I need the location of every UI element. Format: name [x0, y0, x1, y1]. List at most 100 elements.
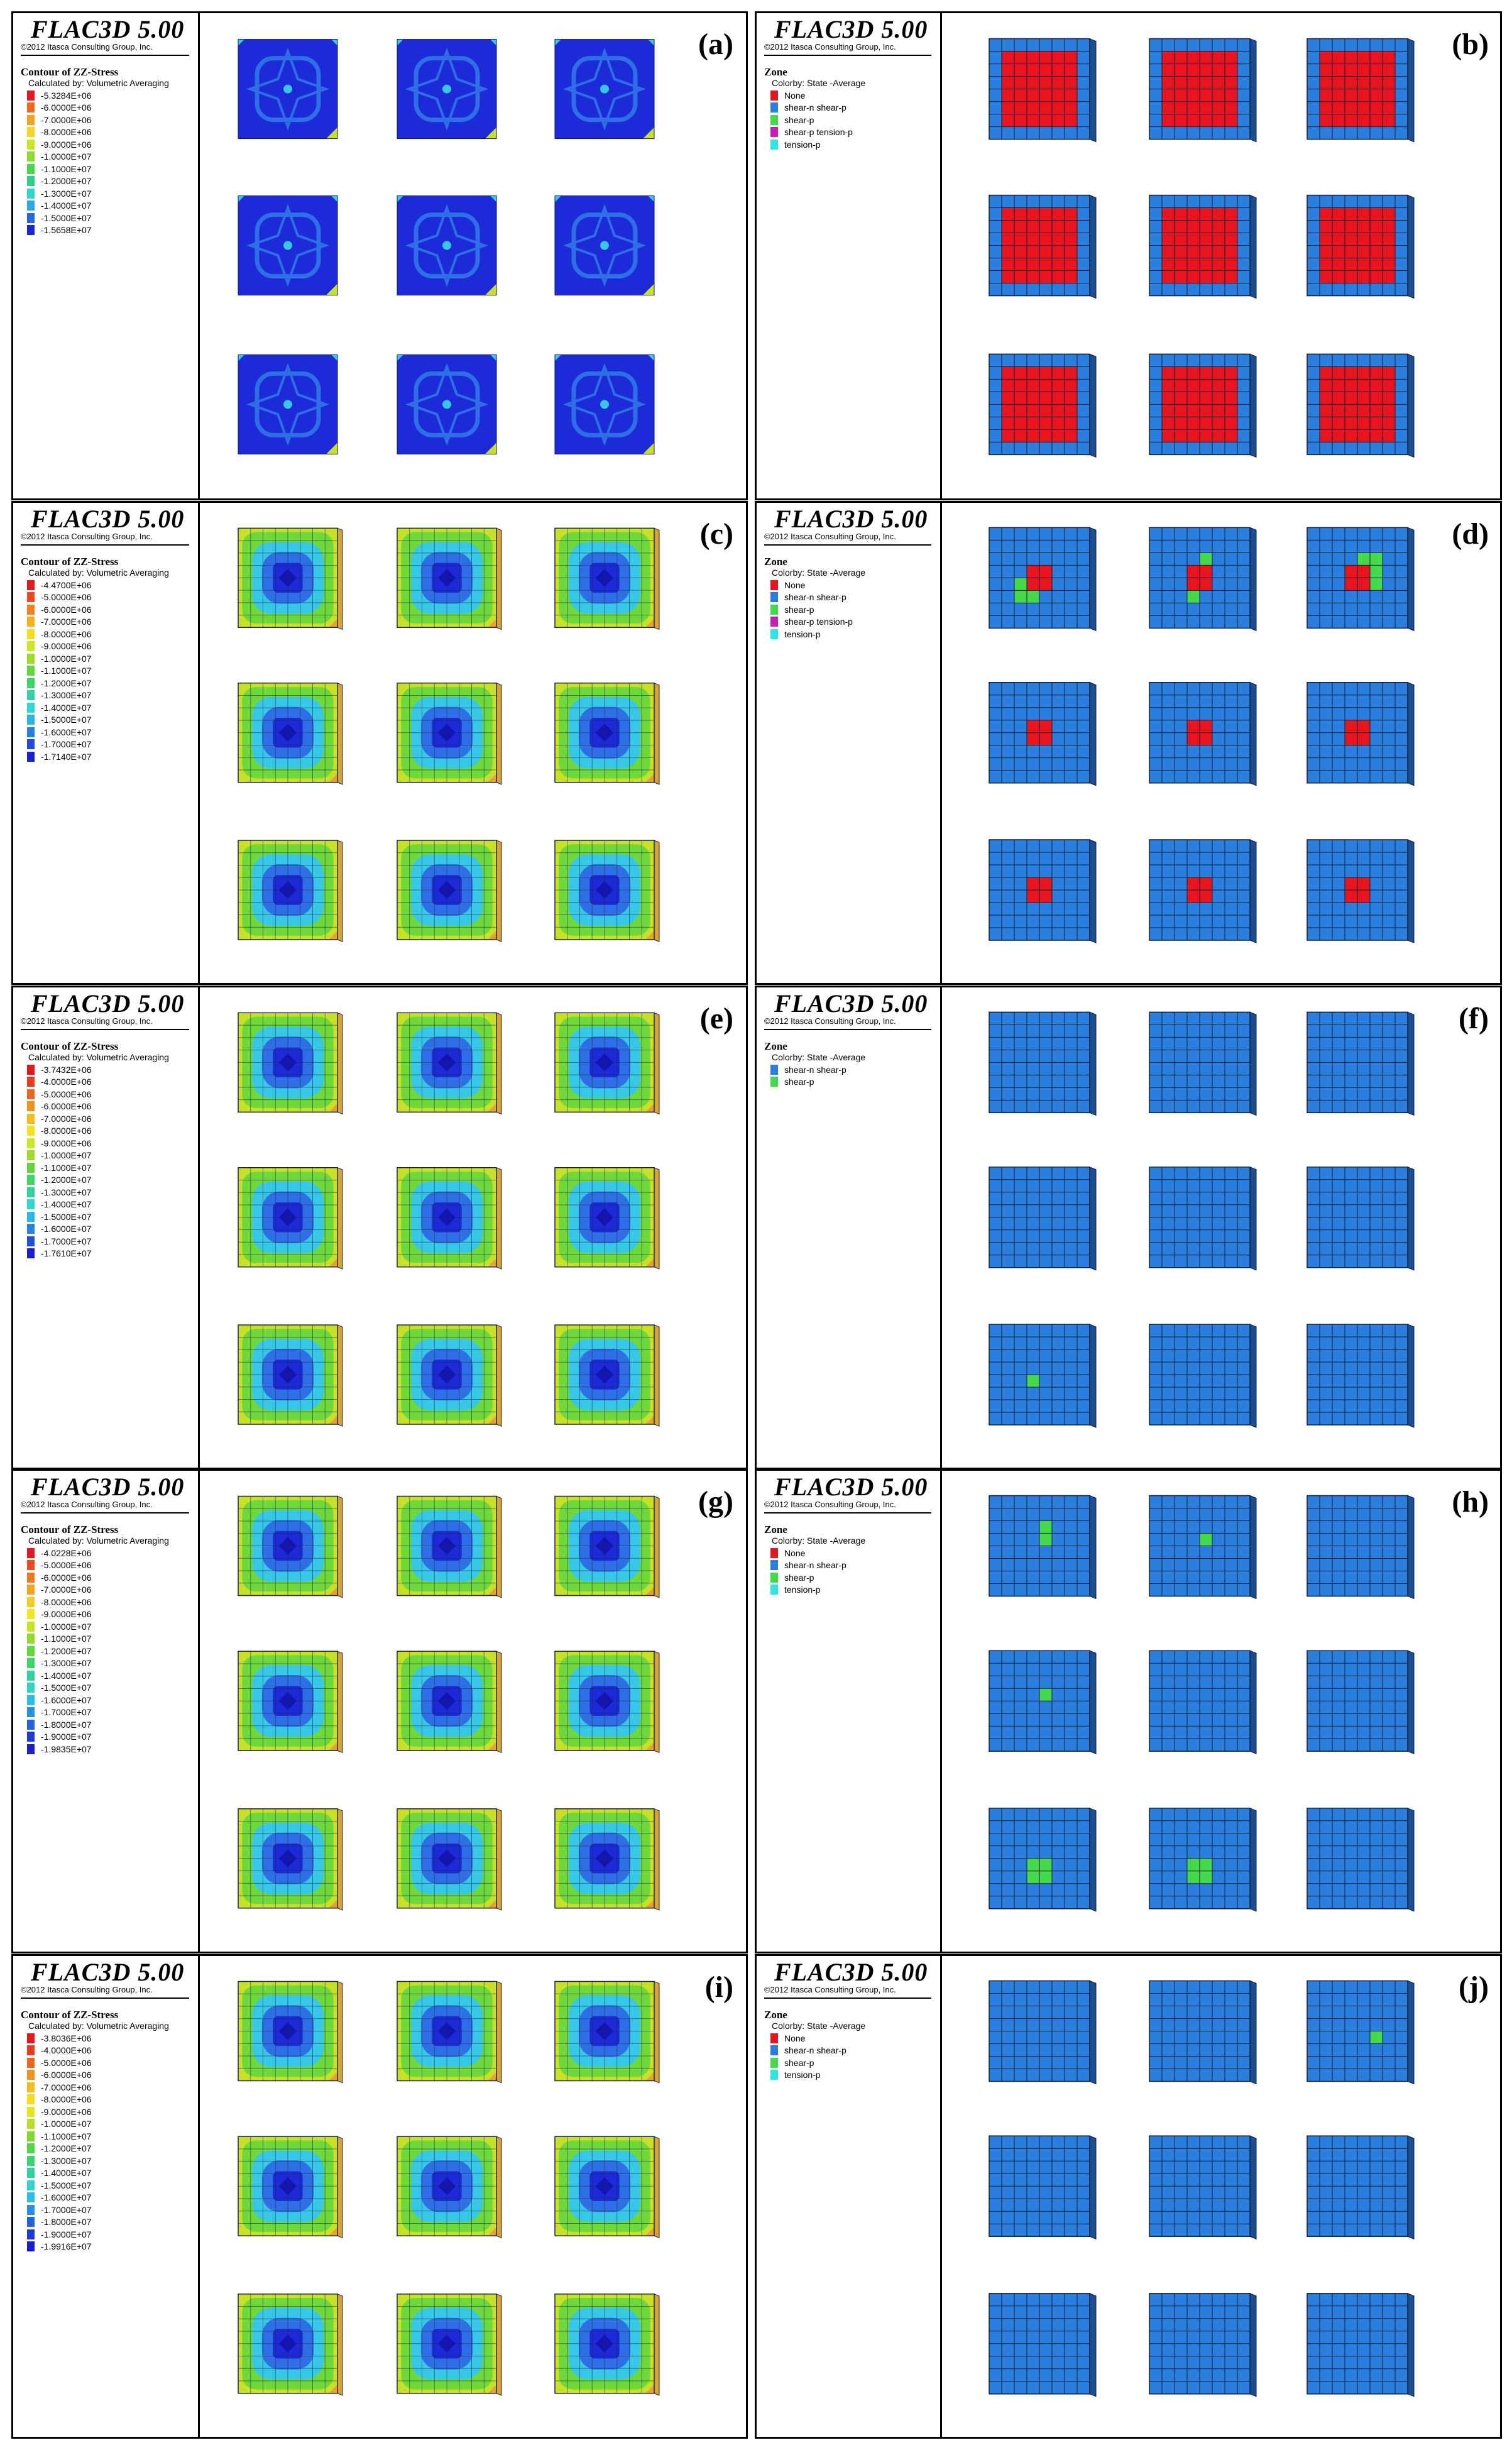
legend-swatch	[27, 1634, 35, 1644]
legend-swatch	[27, 139, 35, 150]
copyright-note: ©2012 Itasca Consulting Group, Inc.	[764, 1016, 896, 1026]
legend-value: -7.0000E+06	[41, 1113, 92, 1124]
legend-swatch	[27, 188, 35, 199]
legend-subheading: Colorby: State -Average	[772, 2021, 866, 2031]
legend-item: -6.0000E+06	[27, 2069, 92, 2082]
legend-value: -1.5000E+07	[41, 1683, 92, 1693]
legend-swatch	[27, 225, 35, 236]
panel-a: FLAC3D 5.00 ©2012 Itasca Consulting Group…	[11, 11, 748, 500]
legend-value: -5.0000E+06	[41, 1089, 92, 1099]
legend-swatch	[27, 114, 35, 125]
zone-block-5	[1149, 194, 1257, 299]
legend-subheading: Colorby: State -Average	[772, 78, 866, 88]
panel-label: (e)	[699, 1002, 733, 1035]
legend-value: -1.6000E+07	[41, 727, 92, 737]
legend-swatch	[27, 1187, 35, 1197]
legend-value: tension-p	[784, 139, 821, 150]
legend-items: -4.0228E+06 -5.0000E+06 -6.0000E+06 -7.0000…	[27, 1547, 92, 1755]
zone-block-8	[1149, 1808, 1257, 1912]
zone-block-5	[397, 1167, 502, 1270]
legend-swatch	[27, 102, 35, 113]
model-view-h	[989, 1495, 1415, 1912]
legend-value: -1.3000E+07	[41, 1658, 92, 1669]
legend-swatch	[27, 2155, 35, 2166]
legend-item: -1.2000E+07	[27, 2143, 92, 2155]
zone-block-7	[238, 840, 343, 942]
legend-item: -1.4000E+07	[27, 200, 92, 212]
zone-block-4	[238, 683, 343, 785]
zone-block-1	[238, 39, 338, 140]
legend-swatch	[27, 1683, 35, 1693]
legend-swatch	[27, 629, 35, 639]
copyright-note: ©2012 Itasca Consulting Group, Inc.	[764, 1500, 896, 1509]
legend-item: -7.0000E+06	[27, 114, 92, 126]
legend-item: -1.2000E+07	[27, 677, 92, 690]
legend-swatch	[27, 2180, 35, 2190]
zone-block-9	[1307, 1808, 1415, 1912]
legend-item: -1.7000E+07	[27, 739, 92, 751]
model-view-c	[238, 527, 660, 942]
legend-value: shear-n shear-p	[784, 102, 846, 113]
legend-item: -4.0000E+06	[27, 1076, 92, 1089]
legend-value: -8.0000E+06	[41, 1596, 92, 1607]
legend-swatch	[27, 2204, 35, 2215]
legend-swatch	[27, 1744, 35, 1754]
legend-item: -1.7610E+07	[27, 1248, 92, 1260]
legend-item: -8.0000E+06	[27, 2094, 92, 2106]
zone-block-4	[989, 682, 1097, 786]
legend-subheading: Calculated by: Volumetric Averaging	[28, 1536, 169, 1546]
zone-block-4	[238, 1167, 343, 1270]
panel-g: FLAC3D 5.00 ©2012 Itasca Consulting Group…	[11, 1469, 748, 1953]
software-title: FLAC3D 5.00	[31, 505, 185, 533]
software-title: FLAC3D 5.00	[31, 15, 185, 43]
legend-items: -3.7432E+06 -4.0000E+06 -5.0000E+06 -6.0000…	[27, 1063, 92, 1260]
legend-value: -1.8000E+07	[41, 1719, 92, 1730]
zone-block-7	[238, 1324, 343, 1427]
legend-item: shear-n shear-p	[770, 2045, 846, 2057]
panel-label: (c)	[699, 517, 733, 551]
legend-swatch	[27, 2143, 35, 2154]
legend-swatch	[27, 201, 35, 211]
software-title: FLAC3D 5.00	[774, 1958, 928, 1986]
legend-heading: Contour of ZZ-Stress	[21, 66, 119, 78]
zone-block-8	[397, 1324, 502, 1427]
legend-item: -1.8000E+07	[27, 1718, 92, 1731]
legend-item: -1.2000E+07	[27, 175, 92, 188]
zone-block-9	[554, 1808, 660, 1911]
legend-value: -1.9000E+07	[41, 1732, 92, 1742]
legend-value: -1.6000E+07	[41, 1695, 92, 1705]
panel-label: (b)	[1452, 28, 1489, 61]
legend-divider	[764, 55, 931, 56]
legend-swatch	[27, 727, 35, 737]
legend-item: -1.0000E+07	[27, 652, 92, 665]
legend-item: None	[770, 1547, 846, 1559]
zone-block-2	[397, 1012, 502, 1115]
model-view-b	[989, 38, 1415, 458]
legend-swatch	[27, 2094, 35, 2105]
legend-value: None	[784, 580, 806, 590]
legend-item: -6.0000E+06	[27, 1571, 92, 1584]
legend-item: -1.5658E+07	[27, 224, 92, 237]
legend-value: -1.2000E+07	[41, 2143, 92, 2154]
legend-swatch	[27, 715, 35, 725]
legend-item: -1.3000E+07	[27, 690, 92, 702]
legend-value: -1.0000E+07	[41, 1150, 92, 1161]
legend-swatch	[27, 2192, 35, 2203]
legend-swatch	[27, 2229, 35, 2239]
legend-e: FLAC3D 5.00 ©2012 Itasca Consulting Group…	[13, 987, 200, 1468]
model-view-a	[238, 39, 655, 454]
legend-swatch	[27, 1089, 35, 1099]
legend-swatch	[27, 1547, 35, 1558]
zone-block-1	[989, 527, 1097, 632]
legend-item: -3.8036E+06	[27, 2032, 92, 2045]
legend-value: -7.0000E+06	[41, 114, 92, 125]
legend-item: -1.9835E+07	[27, 1743, 92, 1755]
zone-block-9	[1307, 1324, 1415, 1428]
legend-value: None	[784, 2033, 806, 2043]
legend-item: -1.4000E+07	[27, 1199, 92, 1211]
zone-block-3	[554, 1012, 660, 1115]
zone-block-8	[1149, 1324, 1257, 1428]
legend-item: None	[770, 579, 853, 591]
legend-item: -5.0000E+06	[27, 1088, 92, 1101]
zone-block-2	[397, 527, 502, 630]
